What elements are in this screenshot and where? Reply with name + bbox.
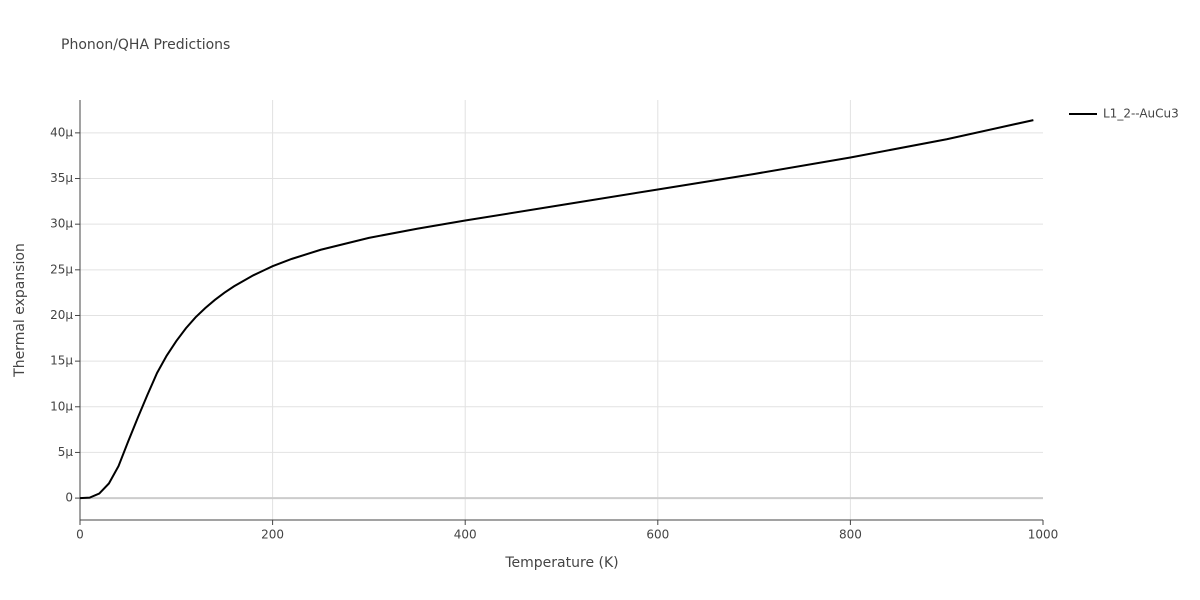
y-axis-title: Thermal expansion <box>12 243 28 378</box>
x-tick-label: 200 <box>261 528 284 542</box>
y-tick-label: 10μ <box>50 399 73 413</box>
y-tick-label: 5μ <box>58 445 74 459</box>
y-tick-label: 35μ <box>50 171 73 185</box>
y-tick-label: 30μ <box>50 217 73 231</box>
x-tick-label: 800 <box>839 528 862 542</box>
y-tick-label: 0 <box>65 491 73 505</box>
y-tick-label: 15μ <box>50 354 73 368</box>
series-line <box>79 119 1034 500</box>
x-tick-label: 1000 <box>1028 528 1059 542</box>
x-tick-label: 400 <box>454 528 477 542</box>
legend-label: L1_2--AuCu3 <box>1103 107 1179 121</box>
y-tick-label: 20μ <box>50 308 73 322</box>
x-tick-label: 600 <box>646 528 669 542</box>
x-axis-title: Temperature (K) <box>504 555 618 571</box>
y-tick-label: 40μ <box>50 125 73 139</box>
x-tick-label: 0 <box>76 528 84 542</box>
y-tick-label: 25μ <box>50 262 73 276</box>
chart-title: Phonon/QHA Predictions <box>61 37 230 53</box>
